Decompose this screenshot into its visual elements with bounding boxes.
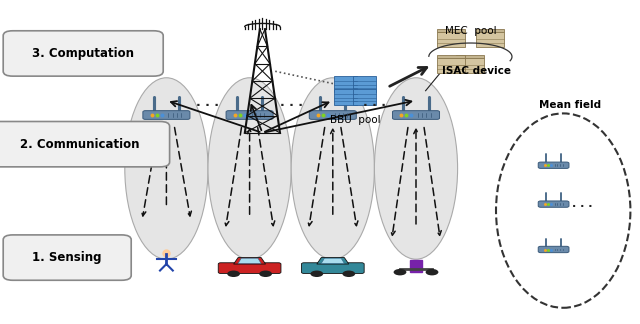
- FancyBboxPatch shape: [476, 32, 504, 47]
- FancyBboxPatch shape: [3, 235, 131, 280]
- FancyBboxPatch shape: [3, 31, 163, 76]
- Polygon shape: [321, 258, 344, 263]
- Text: MEC  pool: MEC pool: [445, 26, 496, 36]
- FancyBboxPatch shape: [334, 89, 357, 105]
- Text: . . .: . . .: [196, 96, 220, 109]
- FancyBboxPatch shape: [353, 89, 376, 105]
- Text: 3. Computation: 3. Computation: [32, 47, 134, 60]
- Polygon shape: [234, 258, 266, 264]
- Text: 1. Sensing: 1. Sensing: [33, 251, 102, 264]
- Text: 2. Communication: 2. Communication: [20, 138, 140, 151]
- FancyBboxPatch shape: [538, 246, 569, 253]
- Circle shape: [227, 271, 240, 277]
- FancyBboxPatch shape: [437, 55, 465, 58]
- FancyBboxPatch shape: [456, 58, 484, 73]
- Circle shape: [394, 269, 406, 275]
- FancyBboxPatch shape: [437, 32, 465, 47]
- FancyBboxPatch shape: [538, 201, 569, 207]
- Text: BBU  pool: BBU pool: [330, 115, 381, 125]
- FancyBboxPatch shape: [538, 162, 569, 168]
- FancyBboxPatch shape: [334, 76, 357, 92]
- Ellipse shape: [208, 78, 291, 259]
- FancyBboxPatch shape: [143, 111, 190, 119]
- Circle shape: [426, 269, 438, 275]
- FancyBboxPatch shape: [392, 111, 440, 119]
- Ellipse shape: [125, 78, 208, 259]
- FancyBboxPatch shape: [226, 111, 273, 119]
- Text: ISAC device: ISAC device: [442, 66, 511, 76]
- Circle shape: [310, 271, 323, 277]
- Ellipse shape: [374, 78, 458, 259]
- FancyBboxPatch shape: [476, 29, 504, 32]
- FancyBboxPatch shape: [456, 55, 484, 58]
- FancyBboxPatch shape: [437, 29, 465, 32]
- FancyBboxPatch shape: [353, 76, 376, 92]
- FancyBboxPatch shape: [218, 263, 281, 273]
- FancyBboxPatch shape: [309, 111, 356, 119]
- Text: Mean field: Mean field: [538, 100, 601, 110]
- Circle shape: [342, 271, 355, 277]
- Ellipse shape: [496, 113, 630, 308]
- Circle shape: [259, 271, 272, 277]
- FancyBboxPatch shape: [301, 263, 364, 273]
- Text: . . .: . . .: [280, 96, 303, 109]
- Text: . . .: . . .: [572, 199, 593, 209]
- Polygon shape: [317, 258, 349, 264]
- Polygon shape: [238, 258, 261, 263]
- FancyBboxPatch shape: [437, 58, 465, 73]
- Text: . . .: . . .: [363, 96, 386, 109]
- Ellipse shape: [291, 78, 374, 259]
- FancyBboxPatch shape: [0, 122, 170, 167]
